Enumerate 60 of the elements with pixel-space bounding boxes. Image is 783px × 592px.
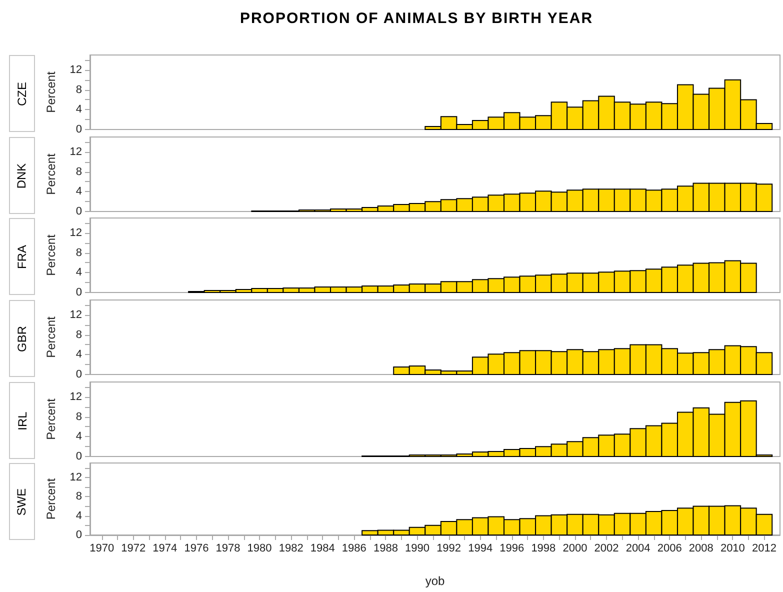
- y-tick-label: 12: [70, 146, 82, 158]
- y-tick-label: 4: [76, 266, 82, 279]
- x-tick-label: 1992: [436, 542, 462, 554]
- y-axis-title: Percent: [44, 234, 58, 276]
- y-tick-label: 8: [76, 246, 82, 259]
- x-tick-label: 2002: [594, 542, 619, 554]
- x-tick-label: 1996: [500, 542, 524, 554]
- x-tick-label: 2008: [688, 542, 714, 554]
- y-tick-label: 0: [76, 450, 82, 462]
- x-tick-label: 1972: [121, 542, 146, 554]
- text: DNK: [15, 162, 29, 188]
- y-tick-label: 8: [76, 410, 82, 423]
- x-axis-title: yob: [425, 574, 445, 588]
- text: CZE: [15, 82, 29, 106]
- x-tick-label: 2000: [562, 542, 588, 554]
- x-tick-label: 2006: [657, 542, 682, 554]
- x-tick-label: 1984: [310, 542, 335, 554]
- y-tick-label: 0: [76, 286, 82, 298]
- y-tick-label: 8: [76, 166, 82, 178]
- x-tick-label: 1970: [90, 542, 114, 554]
- text: GBR: [15, 325, 30, 352]
- x-tick-label: 2012: [752, 542, 776, 554]
- y-tick-label: 0: [76, 206, 82, 218]
- x-tick-label: 1986: [342, 542, 366, 554]
- y-tick-label: 12: [70, 390, 82, 403]
- y-axis-title: Percent: [44, 70, 58, 113]
- x-tick-label: 2004: [626, 542, 650, 554]
- y-tick-label: 4: [76, 348, 82, 361]
- x-tick-label: 1974: [152, 542, 178, 554]
- y-tick-label: 4: [76, 186, 82, 198]
- x-tick-label: 1980: [247, 542, 272, 554]
- y-axis-title: Percent: [44, 152, 58, 195]
- y-tick-label: 0: [76, 529, 82, 541]
- y-tick-label: 12: [70, 226, 82, 239]
- text: FRA: [15, 244, 29, 268]
- y-tick-label: 4: [76, 430, 82, 443]
- y-tick-label: 12: [70, 64, 82, 76]
- y-tick-label: 0: [76, 124, 82, 136]
- x-tick-label: 1978: [216, 542, 240, 554]
- y-axis-title: Percent: [44, 478, 58, 520]
- y-tick-label: 4: [76, 104, 82, 116]
- y-tick-label: 8: [76, 328, 82, 341]
- y-tick-label: 12: [70, 308, 82, 321]
- y-tick-label: 4: [76, 510, 82, 522]
- x-tick-label: 2010: [720, 542, 745, 554]
- x-tick-label: 1990: [405, 542, 430, 554]
- x-tick-label: 1994: [468, 542, 493, 554]
- y-tick-label: 8: [76, 490, 82, 503]
- text: IRL: [15, 411, 29, 430]
- x-tick-label: 1988: [373, 542, 398, 554]
- chart-title: PROPORTION OF ANIMALS BY BIRTH YEAR: [238, 10, 594, 27]
- y-axis-title: Percent: [44, 316, 58, 358]
- y-tick-label: 12: [70, 471, 82, 484]
- x-tick-label: 1998: [531, 542, 556, 554]
- y-tick-label: 0: [76, 368, 82, 380]
- x-tick-label: 1982: [278, 542, 304, 554]
- y-tick-label: 8: [76, 84, 82, 96]
- text: SWE: [15, 488, 29, 516]
- y-axis-title: Percent: [44, 398, 58, 440]
- x-tick-label: 1976: [184, 542, 209, 554]
